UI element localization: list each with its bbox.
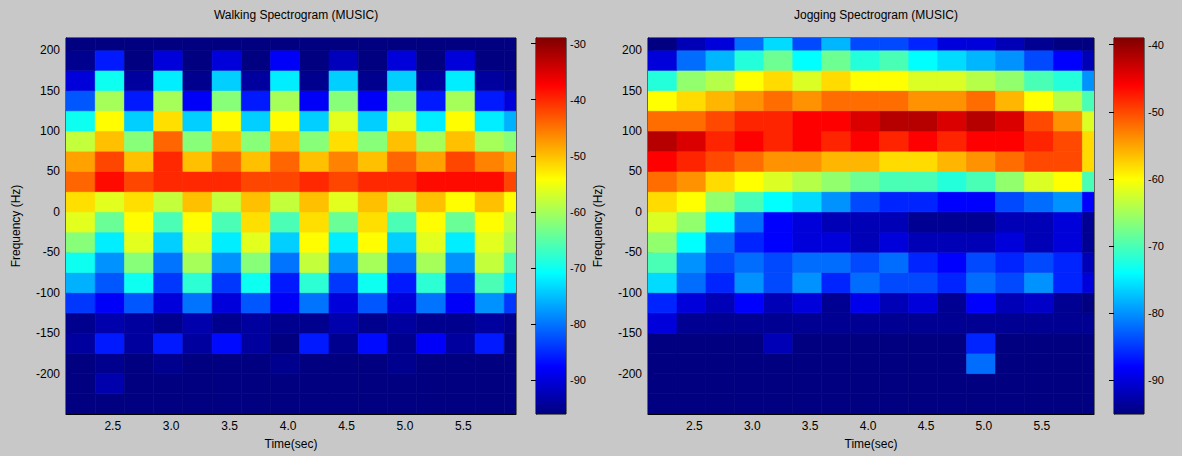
svg-text:150: 150 bbox=[622, 84, 642, 98]
svg-text:-100: -100 bbox=[618, 286, 642, 300]
svg-text:-150: -150 bbox=[618, 326, 642, 340]
svg-text:5.0: 5.0 bbox=[397, 419, 414, 433]
svg-text:-90: -90 bbox=[1148, 374, 1164, 386]
svg-text:5.0: 5.0 bbox=[976, 419, 993, 433]
svg-text:Time(sec): Time(sec) bbox=[845, 437, 898, 451]
svg-text:-50: -50 bbox=[43, 245, 61, 259]
svg-text:4.0: 4.0 bbox=[280, 419, 297, 433]
svg-text:-80: -80 bbox=[1148, 307, 1164, 319]
svg-text:4.0: 4.0 bbox=[860, 419, 877, 433]
svg-text:-70: -70 bbox=[570, 262, 586, 274]
svg-text:-60: -60 bbox=[1148, 173, 1164, 185]
svg-text:Frequency (Hz): Frequency (Hz) bbox=[591, 185, 605, 268]
svg-text:3.0: 3.0 bbox=[744, 419, 761, 433]
svg-text:-100: -100 bbox=[36, 286, 60, 300]
svg-text:-30: -30 bbox=[570, 38, 586, 50]
svg-text:200: 200 bbox=[40, 43, 60, 57]
svg-text:Frequency (Hz): Frequency (Hz) bbox=[9, 185, 23, 268]
svg-text:-40: -40 bbox=[1148, 39, 1164, 51]
svg-text:-50: -50 bbox=[1148, 106, 1164, 118]
svg-text:0: 0 bbox=[635, 205, 642, 219]
svg-text:0: 0 bbox=[53, 205, 60, 219]
svg-text:-80: -80 bbox=[570, 318, 586, 330]
svg-text:3.5: 3.5 bbox=[221, 419, 238, 433]
svg-text:5.5: 5.5 bbox=[1034, 419, 1051, 433]
svg-text:5.5: 5.5 bbox=[455, 419, 472, 433]
svg-text:50: 50 bbox=[47, 164, 61, 178]
svg-text:-70: -70 bbox=[1148, 240, 1164, 252]
svg-text:Time(sec): Time(sec) bbox=[265, 437, 318, 451]
svg-text:3.0: 3.0 bbox=[163, 419, 180, 433]
svg-text:Walking Spectrogram (MUSIC): Walking Spectrogram (MUSIC) bbox=[214, 8, 378, 22]
svg-text:2.5: 2.5 bbox=[104, 419, 121, 433]
svg-text:-90: -90 bbox=[570, 374, 586, 386]
svg-text:Jogging Spectrogram (MUSIC): Jogging Spectrogram (MUSIC) bbox=[794, 8, 958, 22]
svg-text:3.5: 3.5 bbox=[802, 419, 819, 433]
svg-text:50: 50 bbox=[629, 164, 643, 178]
svg-text:-50: -50 bbox=[570, 150, 586, 162]
svg-text:-50: -50 bbox=[625, 245, 643, 259]
svg-text:150: 150 bbox=[40, 84, 60, 98]
svg-text:100: 100 bbox=[622, 124, 642, 138]
svg-text:2.5: 2.5 bbox=[686, 419, 703, 433]
svg-text:-40: -40 bbox=[570, 94, 586, 106]
svg-text:100: 100 bbox=[40, 124, 60, 138]
svg-text:-60: -60 bbox=[570, 206, 586, 218]
svg-text:-150: -150 bbox=[36, 326, 60, 340]
svg-text:4.5: 4.5 bbox=[338, 419, 355, 433]
svg-text:200: 200 bbox=[622, 43, 642, 57]
svg-text:4.5: 4.5 bbox=[918, 419, 935, 433]
svg-text:-200: -200 bbox=[618, 367, 642, 381]
svg-text:-200: -200 bbox=[36, 367, 60, 381]
